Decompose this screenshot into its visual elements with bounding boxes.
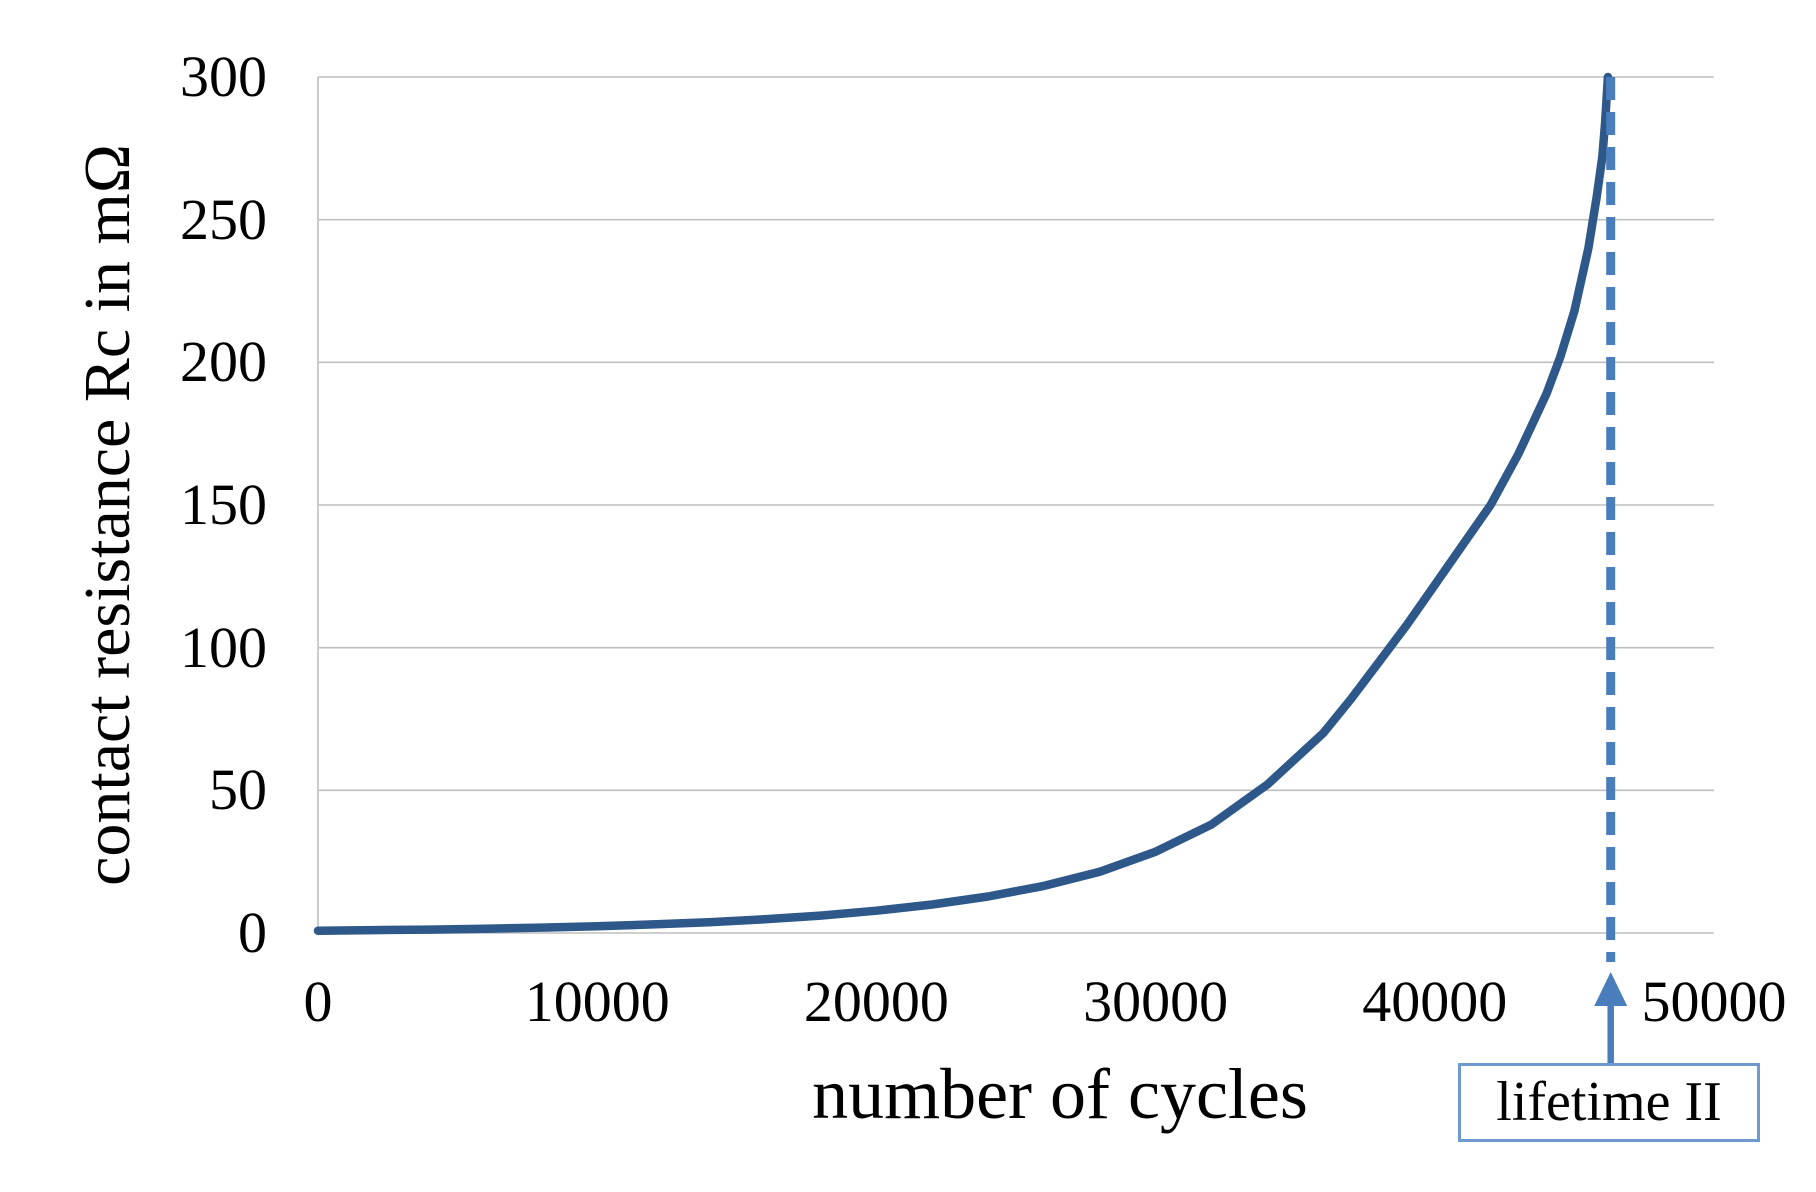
gridlines-layer (317, 76, 1714, 934)
y-tick-label: 0 (238, 900, 267, 965)
annotation-layer (1594, 77, 1628, 1063)
x-tick-label: 20000 (803, 969, 949, 1034)
y-tick-label: 250 (180, 186, 267, 252)
x-tick-label: 10000 (524, 969, 670, 1034)
y-tick-label: 50 (209, 757, 267, 823)
arrow-head (1594, 972, 1628, 1006)
plot-layer (313, 72, 1613, 935)
resistance-curve (313, 72, 1613, 935)
y-tick-label: 100 (180, 614, 267, 680)
x-tick-label: 30000 (1083, 969, 1229, 1034)
y-axis-title: contact resistance Rc in mΩ (71, 144, 144, 886)
y-tick-label: 200 (180, 329, 267, 395)
x-tick-label: 50000 (1641, 969, 1787, 1034)
y-tick-label: 150 (180, 472, 267, 537)
x-axis-title: number of cycles (812, 1054, 1308, 1134)
x-tick-label: 0 (303, 969, 333, 1034)
lifetime-annotation-box: lifetime II (1458, 1063, 1760, 1142)
x-tick-label: 40000 (1362, 969, 1508, 1034)
y-tick-label: 300 (180, 44, 267, 109)
